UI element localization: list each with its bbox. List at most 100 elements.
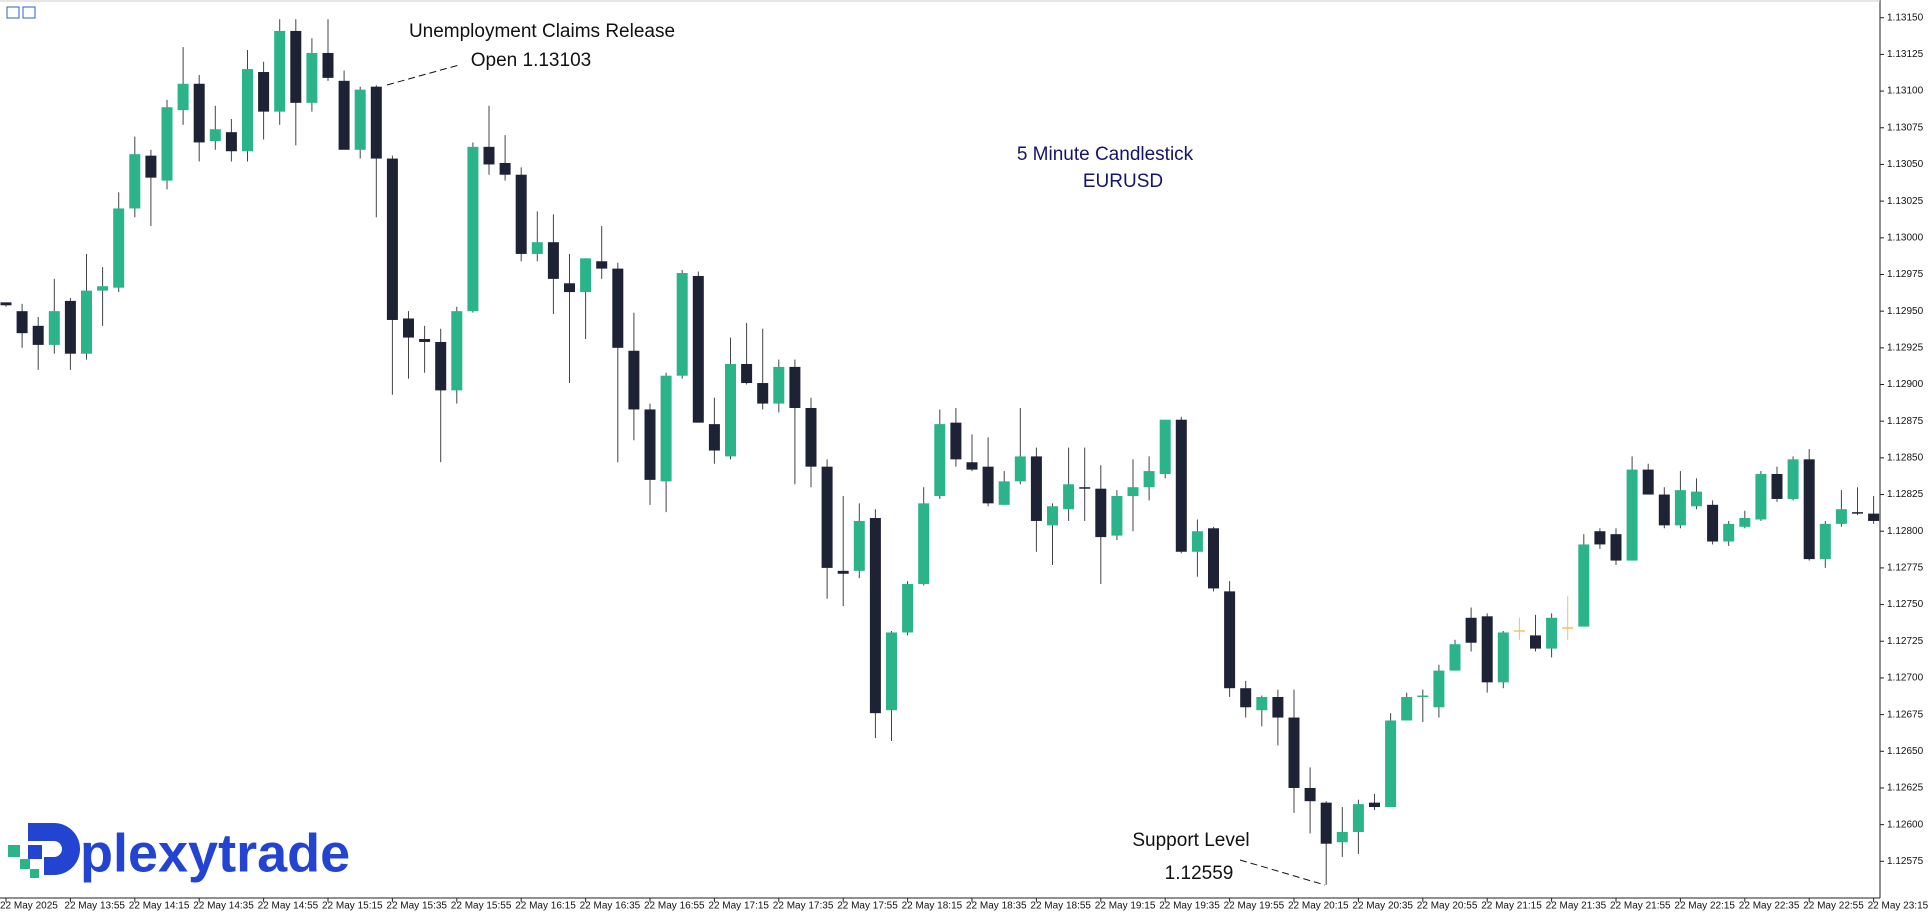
candle-body — [81, 290, 92, 354]
y-tick-label: 1.12975 — [1887, 269, 1924, 280]
candle-body — [16, 311, 28, 334]
candle-body — [113, 208, 125, 288]
x-tick-label: 22 May 17:55 — [837, 901, 898, 912]
y-tick-label: 1.12950 — [1887, 306, 1924, 317]
candle-body — [692, 275, 704, 423]
candle-body — [451, 311, 463, 391]
candle-body — [338, 80, 350, 150]
candle-body — [64, 300, 76, 354]
candle-body — [0, 302, 12, 306]
candle-body — [1288, 717, 1300, 788]
x-tick-label: 22 May 20:15 — [1288, 901, 1349, 912]
candle-body — [1095, 488, 1107, 538]
candle-body — [1626, 469, 1638, 561]
x-tick-label: 22 May 18:35 — [966, 901, 1027, 912]
x-tick-label: 22 May 14:15 — [129, 901, 190, 912]
y-tick-label: 1.13125 — [1887, 49, 1924, 60]
y-tick-label: 1.12725 — [1887, 636, 1924, 647]
candle-body — [869, 518, 881, 714]
annotation-pointer — [1239, 859, 1326, 886]
x-tick-label: 22 May 16:15 — [515, 901, 576, 912]
candle-body — [306, 52, 318, 103]
y-tick-label: 1.12825 — [1887, 489, 1924, 500]
candle-body — [48, 311, 60, 345]
candle-body — [419, 339, 431, 342]
candle-body — [773, 366, 785, 404]
candle-body — [1787, 459, 1799, 499]
y-tick-label: 1.12775 — [1887, 563, 1924, 574]
candle-body — [1658, 494, 1670, 526]
y-tick-label: 1.13100 — [1887, 86, 1924, 97]
candle-body — [483, 146, 495, 165]
y-tick-label: 1.12925 — [1887, 342, 1924, 353]
candle-body — [177, 83, 189, 111]
candle-body — [1497, 632, 1509, 683]
candle-body — [644, 409, 656, 480]
candle-body — [837, 570, 849, 574]
candle-body — [1594, 531, 1606, 545]
candle-body — [1755, 474, 1767, 520]
y-tick-label: 1.13000 — [1887, 232, 1924, 243]
candle-body — [1014, 456, 1026, 482]
annotation-pointer — [386, 64, 460, 86]
annotation: 1.12559 — [1165, 863, 1234, 884]
x-tick-label: 22 May 17:35 — [773, 901, 834, 912]
candle-body — [547, 242, 559, 279]
candle-body — [1610, 534, 1622, 561]
x-tick-label: 22 May 18:55 — [1030, 901, 1091, 912]
x-tick-label: 22 May 14:55 — [258, 901, 319, 912]
candle-body — [1417, 695, 1429, 698]
chart-title: 5 Minute Candlestick — [1017, 144, 1194, 165]
y-tick-label: 1.13050 — [1887, 159, 1924, 170]
candle-body — [274, 30, 286, 112]
x-tick-label: 22 May 16:35 — [580, 901, 641, 912]
x-tick-label: 22 May 23:15 — [1868, 901, 1929, 912]
logo-icon — [28, 823, 80, 875]
candle-body — [1272, 697, 1284, 718]
candle-body — [1127, 487, 1139, 497]
x-tick-label: 22 May 18:15 — [902, 901, 963, 912]
annotation: Open 1.13103 — [471, 50, 591, 71]
candle-body — [515, 174, 527, 254]
x-tick-label: 22 May 17:15 — [708, 901, 769, 912]
candle-body — [1819, 523, 1831, 560]
x-tick-label: 22 May 22:15 — [1674, 901, 1735, 912]
icon — [6, 6, 20, 19]
candle-body — [1304, 787, 1316, 802]
candle-body — [950, 422, 962, 460]
candle-body — [129, 154, 141, 209]
candle-body — [242, 69, 253, 152]
logo-text: plexytrade — [80, 823, 350, 883]
candle-body — [258, 72, 270, 112]
candle-body — [1449, 644, 1461, 671]
logo-icon — [30, 869, 39, 878]
candle-body — [1079, 487, 1091, 489]
candle-body — [564, 283, 575, 293]
y-tick-label: 1.12850 — [1887, 453, 1924, 464]
candle-body — [966, 462, 978, 470]
candle-body — [531, 242, 543, 254]
x-tick-label: 22 May 15:35 — [386, 901, 447, 912]
candle-body — [1175, 419, 1187, 552]
candle-body — [1465, 617, 1477, 643]
y-tick-label: 1.13075 — [1887, 122, 1924, 133]
candle-body — [998, 481, 1010, 505]
candle-body — [1159, 419, 1171, 475]
candle-body — [403, 318, 414, 338]
candle-body — [386, 158, 398, 320]
candle-body — [145, 155, 157, 178]
candle-body — [354, 89, 366, 150]
toolbar-icons — [6, 6, 36, 19]
candle-body — [1030, 456, 1042, 521]
candle-body — [209, 129, 221, 141]
candle-body — [435, 341, 447, 391]
candle-body — [902, 584, 914, 633]
candle-body — [1047, 506, 1058, 526]
candle-body — [1642, 469, 1654, 495]
candle-body — [225, 132, 237, 152]
y-tick-label: 1.12600 — [1887, 819, 1924, 830]
candle-body — [628, 350, 640, 410]
candle-body — [789, 366, 801, 408]
candle-body — [676, 273, 688, 376]
